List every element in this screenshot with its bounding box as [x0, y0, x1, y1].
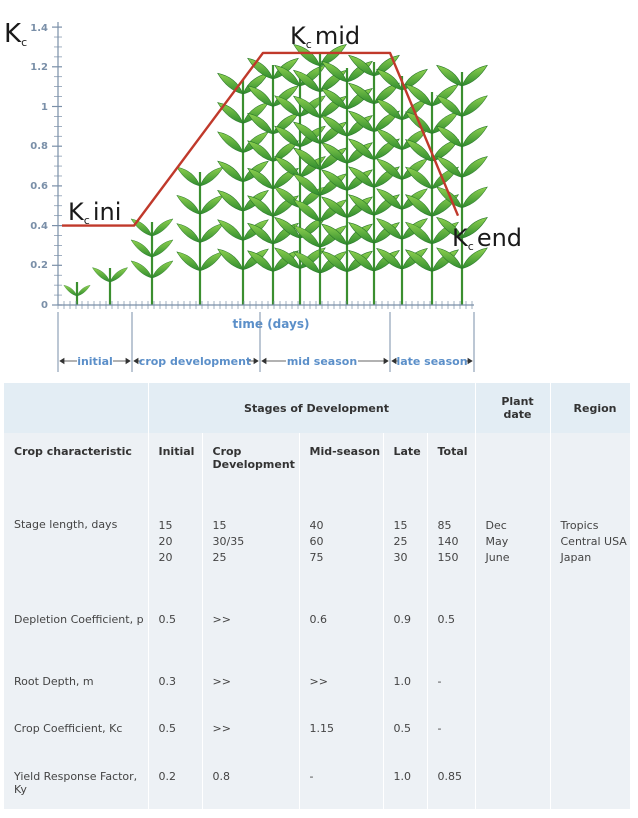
cell-development: >> — [202, 660, 300, 709]
cell-plant-date — [475, 755, 551, 809]
plant-illustration — [274, 65, 326, 305]
cell-development: >> — [202, 598, 300, 661]
plant-illustration — [130, 218, 174, 305]
y-tick-label: 0 — [41, 300, 48, 311]
cell-late: 15 25 30 — [383, 497, 428, 599]
crop-plant-illustrations — [63, 44, 488, 305]
stage-label-late-season: late season — [396, 355, 467, 368]
cell-development: 0.8 — [202, 755, 300, 809]
cell-initial: 0.5 — [148, 598, 203, 661]
y-tick-label: 1.4 — [30, 23, 48, 34]
cell-total: 0.5 — [427, 598, 476, 661]
plant-illustration — [247, 58, 299, 305]
table-row: Crop Coefficient, Kc 0.5 >> 1.15 0.5 - — [4, 708, 631, 756]
y-tick-label: 0.2 — [30, 260, 48, 271]
table-header-row-2: Crop characteristic Initial Crop Develop… — [4, 433, 631, 498]
cell-plant-date — [475, 598, 551, 661]
table-row: Root Depth, m 0.3 >> >> 1.0 - — [4, 660, 631, 709]
plant-illustration — [436, 65, 488, 305]
y-axis: 0 0.2 0.4 0.6 0.8 1 1.2 1.4 Kc — [4, 19, 62, 311]
cell-plant-date — [475, 708, 551, 756]
cell-region — [550, 708, 631, 756]
kc-end-label: Kc end — [452, 224, 522, 253]
cell-initial: 15 20 20 — [148, 497, 203, 599]
row-label: Root Depth, m — [4, 660, 149, 709]
cell-total: - — [427, 660, 476, 709]
y-tick-label: 0.4 — [30, 221, 48, 232]
cell-initial: 0.3 — [148, 660, 203, 709]
stage-arrows — [59, 357, 473, 365]
late-header: Late — [383, 433, 428, 498]
plant-illustration — [176, 166, 224, 305]
crop-characteristics-table-container: Stages of Development Plant date Region … — [4, 383, 631, 809]
plant-illustration — [376, 69, 428, 305]
cell-mid: 0.6 — [299, 598, 384, 661]
plant-illustration — [63, 282, 91, 305]
row-label: Stage length, days — [4, 497, 149, 599]
plant-illustration — [92, 267, 128, 305]
cell-late: 0.9 — [383, 598, 428, 661]
y-axis-title: Kc — [4, 19, 27, 49]
kc-curve-line — [62, 51, 460, 227]
stage-label-mid-season: mid season — [287, 355, 357, 368]
stages-of-development-header: Stages of Development — [148, 383, 476, 434]
table-row: Depletion Coefficient, p 0.5 >> 0.6 0.9 … — [4, 598, 631, 661]
cell-mid: >> — [299, 660, 384, 709]
cell-region — [550, 755, 631, 809]
total-header: Total — [427, 433, 476, 498]
y-tick-label: 0.8 — [30, 141, 48, 152]
table-row: Stage length, days 15 20 20 15 30/35 25 … — [4, 497, 631, 599]
x-axis: time (days) — [57, 301, 474, 331]
plant-illustration — [405, 84, 459, 305]
stage-label-initial: initial — [77, 355, 113, 368]
row-label: Depletion Coefficient, p — [4, 598, 149, 661]
cell-total: - — [427, 708, 476, 756]
cell-late: 1.0 — [383, 755, 428, 809]
table-header-row-1: Stages of Development Plant date Region — [4, 383, 631, 434]
y-tick-label: 1 — [41, 102, 48, 113]
plant-illustration — [321, 61, 373, 305]
cell-initial: 0.2 — [148, 755, 203, 809]
plant-illustration — [217, 73, 269, 305]
row-label: Crop Coefficient, Kc — [4, 708, 149, 756]
region-header: Region — [550, 383, 631, 434]
mid-season-header: Mid-season — [299, 433, 384, 498]
cell-development: 15 30/35 25 — [202, 497, 300, 599]
cell-region — [550, 660, 631, 709]
plant-date-header: Plant date — [475, 383, 551, 434]
cell-late: 0.5 — [383, 708, 428, 756]
cell-initial: 0.5 — [148, 708, 203, 756]
y-tick-label: 1.2 — [30, 62, 48, 73]
plant-illustration — [293, 44, 347, 305]
cell-total: 0.85 — [427, 755, 476, 809]
plant-illustration — [348, 55, 400, 305]
y-tick-label: 0.6 — [30, 181, 48, 192]
initial-header: Initial — [148, 433, 203, 498]
cell-development: >> — [202, 708, 300, 756]
cell-plant-date: Dec May June — [475, 497, 551, 599]
row-label: Yield Response Factor, Ky — [4, 755, 149, 809]
cell-mid: 1.15 — [299, 708, 384, 756]
cell-late: 1.0 — [383, 660, 428, 709]
x-axis-title: time (days) — [233, 317, 310, 331]
cell-mid: 40 60 75 — [299, 497, 384, 599]
cell-plant-date — [475, 660, 551, 709]
cell-mid: - — [299, 755, 384, 809]
kc-ini-label: Kc ini — [68, 198, 121, 227]
stage-label-crop-development: crop development — [139, 355, 251, 368]
table-row: Yield Response Factor, Ky 0.2 0.8 - 1.0 … — [4, 755, 631, 809]
stage-markers — [57, 312, 475, 372]
crop-development-header: Crop Development — [202, 433, 300, 498]
cell-region — [550, 598, 631, 661]
crop-characteristics-table: Stages of Development Plant date Region … — [4, 383, 631, 809]
crop-characteristic-header: Crop characteristic — [4, 433, 149, 498]
kc-mid-label: Kc mid — [290, 22, 360, 51]
cell-region: Tropics Central USA Japan — [550, 497, 631, 599]
kc-curve-chart: 0 0.2 0.4 0.6 0.8 1 1.2 1.4 Kc time (day… — [4, 19, 522, 372]
cell-total: 85 140 150 — [427, 497, 476, 599]
